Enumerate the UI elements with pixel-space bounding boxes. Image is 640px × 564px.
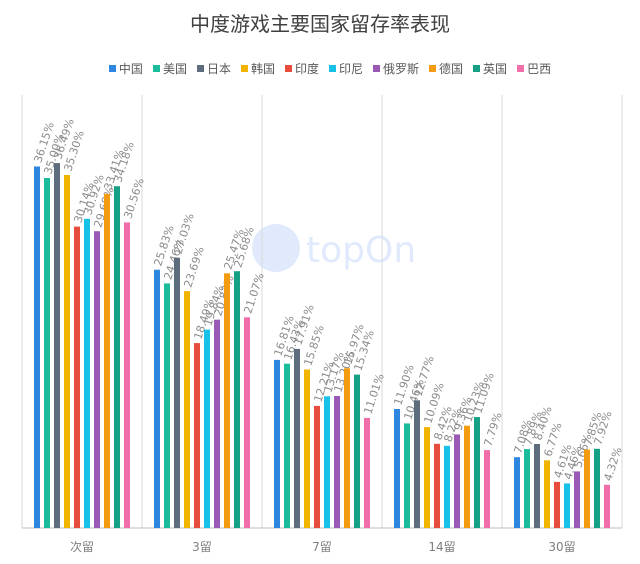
bar (274, 359, 280, 528)
legend-item: 中国 (108, 60, 143, 77)
bar (604, 484, 610, 528)
bar (64, 175, 70, 528)
legend-swatch (429, 64, 437, 72)
legend-item: 美国 (152, 60, 187, 77)
bar (464, 425, 470, 528)
watermark-logo: topOn (252, 224, 416, 272)
legend-item: 德国 (429, 60, 463, 77)
bar (414, 400, 420, 528)
x-tick-label: 次留 (70, 540, 94, 554)
x-tick-label: 3留 (192, 540, 212, 554)
legend-label: 德国 (439, 61, 464, 76)
bar (594, 448, 600, 528)
watermark-text: topOn (306, 230, 416, 271)
bar (284, 363, 290, 528)
legend-swatch (108, 64, 116, 72)
legend-swatch (329, 64, 336, 72)
bar (364, 417, 370, 528)
legend-item: 俄罗斯 (373, 60, 419, 77)
bar (544, 460, 550, 528)
legend-label: 巴西 (527, 61, 552, 76)
data-label: 7.79% (481, 411, 504, 448)
bar (34, 166, 40, 528)
bar (474, 417, 480, 528)
legend-swatch (284, 64, 292, 72)
legend-swatch (517, 64, 525, 72)
bar (194, 343, 200, 528)
legend-label: 美国 (162, 61, 187, 76)
bar (574, 471, 580, 528)
bar (334, 396, 340, 528)
data-label: 4.32% (601, 445, 624, 482)
bar (154, 269, 160, 528)
bar (564, 483, 570, 528)
legend-item: 日本 (196, 60, 231, 77)
bar (94, 231, 100, 528)
legend-swatch (373, 64, 381, 72)
legend-label: 韩国 (250, 61, 275, 76)
legend-swatch (473, 64, 481, 72)
bar (174, 257, 180, 528)
watermark-circle (252, 224, 300, 272)
bar (524, 449, 530, 528)
bar (104, 193, 110, 528)
legend-label: 印尼 (339, 61, 364, 76)
legend-item: 印度 (284, 60, 319, 77)
bar (394, 409, 400, 528)
x-tick-label: 30留 (548, 540, 575, 554)
bar (584, 449, 590, 528)
bar (554, 481, 560, 528)
legend-item: 巴西 (517, 60, 551, 77)
data-label: 23.69% (181, 245, 206, 289)
bar (444, 445, 450, 528)
bar (424, 427, 430, 528)
chart-title: 中度游戏主要国家留存率表现 (190, 12, 450, 36)
legend-label: 俄罗斯 (383, 61, 420, 76)
bar (214, 319, 220, 528)
legend-label: 英国 (483, 61, 508, 76)
legend: 中国 美国 日本 韩国 印度 印尼 俄罗斯 德国 英国 巴西 (60, 58, 600, 78)
bar (234, 271, 240, 528)
legend-item: 韩国 (240, 60, 275, 77)
data-label: 21.07% (241, 271, 266, 315)
x-tick-label: 7留 (312, 540, 332, 554)
bar (514, 457, 520, 528)
bar (204, 329, 210, 528)
bar (314, 405, 320, 528)
bar (294, 348, 300, 528)
legend-swatch (240, 64, 248, 72)
bar (404, 423, 410, 528)
legend-item: 英国 (473, 60, 507, 77)
bar (534, 444, 540, 528)
bar (54, 163, 60, 528)
data-label: 30.56% (121, 176, 146, 220)
bar (44, 178, 50, 528)
bar (224, 273, 230, 528)
bar (324, 396, 330, 528)
bar (354, 374, 360, 528)
bar (244, 317, 250, 528)
legend-swatch (152, 64, 160, 72)
legend-label: 中国 (118, 61, 143, 76)
bar (114, 186, 120, 528)
bar (74, 226, 80, 528)
legend-label: 日本 (206, 61, 231, 76)
bar (184, 291, 190, 528)
bar (434, 443, 440, 528)
data-label: 11.01% (361, 372, 386, 416)
legend-item: 印尼 (329, 60, 363, 77)
bar (304, 369, 310, 528)
x-tick-label: 14留 (428, 540, 455, 554)
bar (84, 218, 90, 529)
bar (164, 283, 170, 528)
bar (484, 450, 490, 528)
legend-swatch (196, 64, 204, 72)
bar (344, 368, 350, 528)
bar (454, 434, 460, 528)
bar (124, 222, 130, 528)
legend-label: 印度 (294, 61, 319, 76)
